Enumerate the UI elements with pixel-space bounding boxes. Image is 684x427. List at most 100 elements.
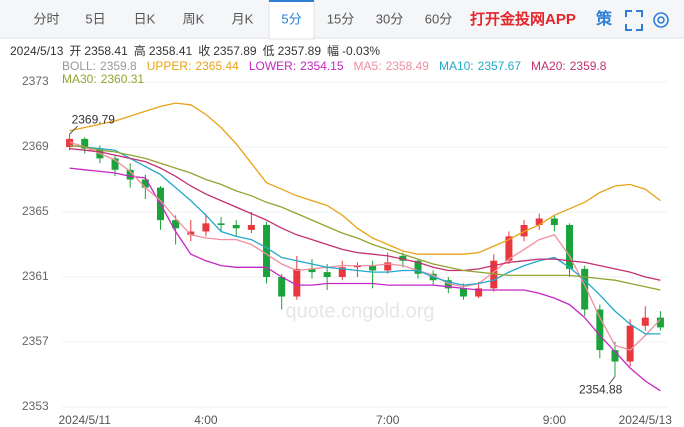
high-label: 2369.79	[72, 112, 116, 126]
candle-body	[444, 280, 452, 289]
legend-entry: MA30: 2360.31	[62, 72, 144, 86]
legend-entry: BOLL: 2359.8	[62, 59, 137, 73]
tab[interactable]: 月K	[232, 11, 254, 26]
indicator-line	[69, 147, 661, 281]
y-tick-label: 2373	[22, 74, 49, 88]
indicator-line	[69, 167, 661, 392]
x-tick-label: 2024/5/13	[619, 413, 673, 427]
candle-body	[232, 225, 240, 229]
tab[interactable]: 日K	[134, 11, 156, 26]
tab[interactable]: 30分	[376, 11, 403, 26]
strategy-button[interactable]: 策	[595, 9, 613, 28]
indicator-line	[69, 102, 661, 255]
x-tick-label: 7:00	[376, 413, 400, 427]
x-tick-label: 2024/5/11	[58, 413, 111, 427]
candle-body	[81, 138, 89, 149]
tab[interactable]: 15分	[327, 11, 354, 26]
legend-entry: MA10: 2357.67	[439, 59, 521, 73]
fullscreen-icon[interactable]	[625, 10, 643, 31]
candle-body	[172, 220, 180, 229]
tab[interactable]: 5日	[85, 11, 105, 26]
candle-body	[247, 225, 255, 230]
candle-body	[490, 260, 498, 289]
candle-body	[566, 225, 574, 269]
active-tab-bg	[268, 0, 315, 40]
indicator-line	[69, 141, 661, 351]
high-pointer	[69, 125, 78, 135]
legend-value: 2354.15	[300, 59, 344, 73]
indicator-line	[69, 144, 661, 335]
legend-entry: MA20: 2359.8	[531, 59, 607, 73]
tab[interactable]: 分时	[33, 11, 59, 26]
candle-body	[338, 267, 346, 277]
info-label: 高	[134, 43, 146, 58]
candle-body	[641, 317, 649, 326]
tab-bar	[0, 0, 684, 38]
info-value: 2358.41	[84, 44, 128, 58]
y-tick-label: 2369	[22, 139, 49, 153]
info-date: 2024/5/13	[10, 44, 64, 58]
candle-body	[111, 158, 119, 170]
x-tick-label: 9:00	[543, 413, 567, 427]
candle-body	[369, 265, 377, 271]
candle-body	[475, 288, 483, 297]
info-value: 2358.41	[149, 44, 193, 58]
legend-name: MA5:	[354, 59, 382, 73]
info-label: 开	[69, 44, 81, 58]
legend-value: 2359.8	[570, 59, 607, 73]
candle-body	[581, 268, 589, 310]
x-tick-label: 4:00	[194, 413, 218, 427]
candle-body	[141, 179, 149, 188]
legend-value: 2358.49	[386, 59, 430, 73]
candle-body	[626, 325, 634, 362]
y-tick-label: 2357	[22, 334, 49, 348]
info-value: 2357.89	[213, 44, 257, 58]
candle-body	[505, 236, 513, 261]
app-link[interactable]: 打开金投网APP	[470, 10, 576, 28]
low-pointer	[608, 376, 616, 385]
tab[interactable]: 60分	[425, 11, 452, 26]
candle-body	[278, 277, 286, 297]
info-label: 幅	[327, 43, 339, 58]
candle-body	[596, 309, 604, 351]
low-label: 2354.88	[579, 383, 623, 397]
y-tick-label: 2353	[22, 399, 49, 413]
legend-name: MA20:	[531, 59, 566, 73]
info-value: 2357.89	[278, 44, 322, 58]
legend-entry: LOWER: 2354.15	[249, 59, 344, 73]
candle-body	[323, 272, 331, 277]
candle-body	[535, 218, 543, 225]
info-line: 2024/5/13 开 2358.41 高 2358.41 收 2357.89 低 2357.8…	[10, 43, 380, 58]
y-tick-label: 2361	[22, 269, 49, 283]
candle-body	[611, 350, 619, 362]
legend-value: 2360.31	[101, 72, 145, 86]
legend-value: 2359.8	[100, 59, 137, 73]
legend-name: MA10:	[439, 59, 474, 73]
candle-body	[66, 138, 74, 147]
legend-value: 2357.67	[478, 59, 522, 73]
legend-entry: UPPER: 2365.44	[147, 59, 239, 73]
candle-body	[414, 260, 422, 274]
candle-body	[399, 255, 407, 261]
legend-name: LOWER:	[249, 59, 296, 73]
y-tick-label: 2365	[22, 204, 49, 218]
candle-body	[353, 265, 361, 268]
candle-body	[293, 268, 301, 297]
tab[interactable]: 5分	[281, 11, 301, 26]
legend-name: BOLL:	[62, 59, 96, 73]
info-label: 低	[263, 44, 275, 58]
info-value: -0.03%	[342, 44, 380, 58]
legend-name: UPPER:	[147, 59, 192, 73]
candle-body	[459, 288, 467, 297]
legend-value: 2365.44	[195, 59, 239, 73]
tab[interactable]: 周K	[183, 11, 205, 26]
candle-body	[217, 223, 225, 225]
legend-name: MA30:	[62, 72, 97, 86]
settings-icon[interactable]	[653, 12, 669, 28]
candle-body	[308, 268, 316, 273]
candle-body	[126, 169, 134, 180]
candle-body	[263, 225, 271, 277]
candle-body	[187, 231, 195, 235]
watermark: quote.cngold.org	[285, 300, 434, 322]
